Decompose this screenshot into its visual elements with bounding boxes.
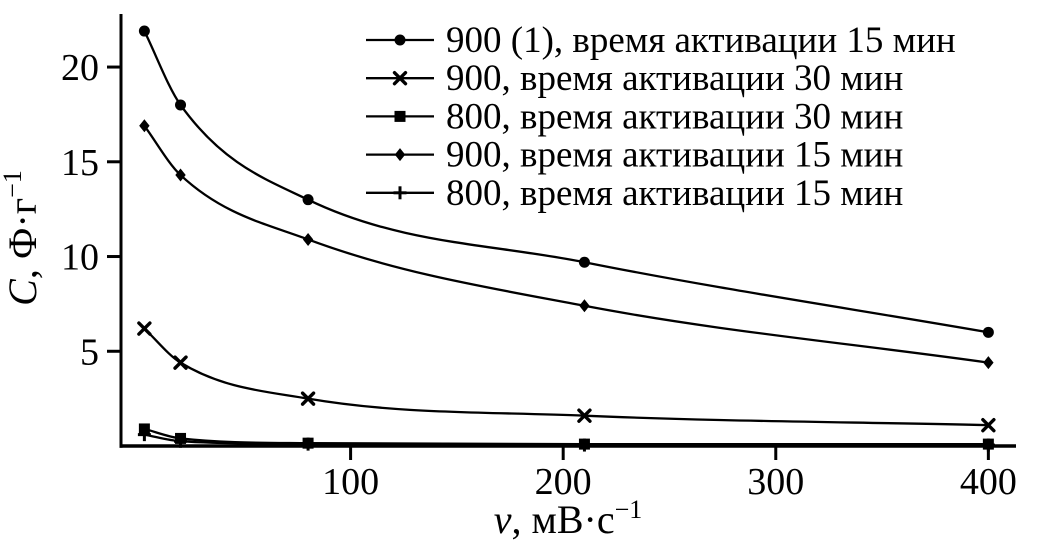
x-marker-icon	[577, 408, 592, 423]
square-marker-icon	[394, 110, 406, 122]
legend-item: 800, время активации 30 мин	[366, 96, 903, 137]
plus-marker-icon	[301, 437, 315, 451]
y-tick-label: 20	[61, 47, 99, 89]
x-marker-icon	[173, 355, 188, 370]
y-tick-label: 5	[80, 331, 99, 373]
x-marker-icon	[137, 321, 152, 336]
legend-label: 900 (1), время активации 15 мин	[446, 20, 956, 61]
circle-marker-icon	[138, 25, 150, 37]
x-marker-icon	[392, 70, 408, 86]
x-tick-label: 100	[322, 461, 379, 503]
legend-label: 900, время активации 30 мин	[446, 58, 903, 99]
x-tick-label: 400	[960, 461, 1017, 503]
plus-marker-icon	[577, 438, 591, 452]
legend-label: 900, время активации 15 мин	[446, 135, 903, 176]
x-marker-icon	[300, 391, 316, 406]
diamond-marker-icon	[579, 299, 590, 313]
circle-marker-icon	[982, 326, 994, 338]
legend-item: 900, время активации 30 мин	[366, 58, 903, 99]
x-marker-icon	[981, 417, 996, 433]
plus-marker-icon	[174, 434, 188, 448]
plus-marker-icon	[981, 438, 995, 452]
legend-item: 900, время активации 15 мин	[366, 135, 903, 176]
legend-item: 900 (1), время активации 15 мин	[366, 20, 956, 61]
circle-marker-icon	[175, 99, 187, 111]
legend-label: 800, время активации 15 мин	[446, 173, 903, 214]
legend-item: 800, время активации 15 мин	[366, 173, 903, 214]
diamond-marker-icon	[983, 356, 994, 370]
diamond-marker-icon	[175, 168, 186, 182]
y-tick-label: 10	[61, 237, 99, 279]
circle-marker-icon	[302, 194, 314, 206]
x-tick-label: 300	[747, 461, 804, 503]
series-line-2	[144, 427, 989, 446]
circle-marker-icon	[578, 256, 590, 268]
legend-label: 800, время активации 30 мин	[446, 96, 903, 137]
diamond-marker-icon	[302, 232, 314, 246]
y-tick-label: 15	[61, 142, 99, 184]
x-tick-label: 200	[535, 461, 592, 503]
x-axis-label: ν, мВ·с−1	[494, 495, 643, 542]
diamond-marker-icon	[394, 148, 406, 162]
circle-marker-icon	[394, 34, 406, 46]
series-line-1	[143, 327, 989, 427]
plus-marker-icon	[393, 186, 407, 200]
plus-marker-icon	[137, 428, 151, 442]
diamond-marker-icon	[139, 119, 150, 133]
y-axis-label: C, Ф·г−1	[0, 170, 45, 306]
